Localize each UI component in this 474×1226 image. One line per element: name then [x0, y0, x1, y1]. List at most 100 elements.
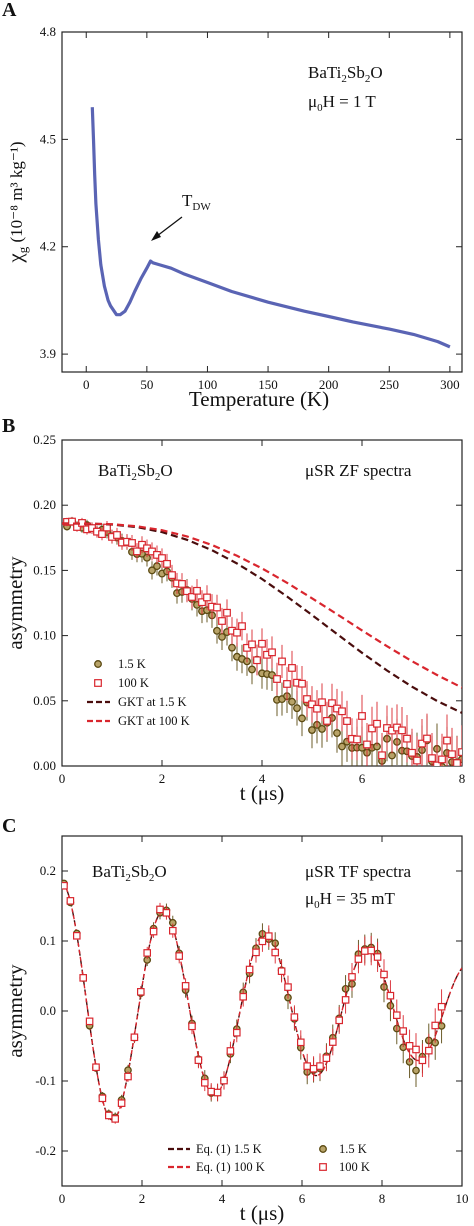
point-100K: [438, 755, 446, 764]
point-100K: [188, 593, 196, 601]
point-100K: [423, 734, 431, 743]
point-100K: [298, 679, 306, 688]
fit-gkt-100K: [62, 522, 462, 689]
legend-marker-1p5K: [94, 660, 102, 668]
x-tick-label: 2: [139, 1191, 146, 1206]
panel-a-xlabel: Temperature (K): [189, 387, 329, 411]
point-100K: [290, 1013, 299, 1021]
point-100K: [66, 897, 75, 905]
point-100K: [313, 704, 321, 713]
point-1p5K: [412, 1066, 420, 1075]
y-tick-label: 0.05: [33, 693, 56, 708]
legend-label: GKT at 1.5 K: [118, 695, 187, 709]
legend-label: 1.5 K: [339, 1142, 367, 1156]
point-100K: [245, 965, 254, 974]
point-100K: [380, 970, 388, 979]
point-100K: [124, 1072, 132, 1081]
panel-a-compound: BaTi2Sb2O: [308, 63, 383, 85]
panel-c-data: [62, 879, 462, 1124]
x-tick-label: 250: [380, 377, 400, 392]
panel-b-xlabel: t (μs): [240, 781, 285, 805]
point-100K: [169, 926, 177, 935]
x-tick-label: 200: [319, 377, 339, 392]
point-1p5K: [248, 665, 256, 674]
x-tick-label: 4: [259, 771, 266, 786]
panel-b-legend: 1.5 K 100 K GKT at 1.5 K GKT at 100 K: [87, 657, 190, 728]
point-100K: [201, 1078, 209, 1087]
point-100K: [72, 932, 81, 940]
point-100K: [85, 1017, 94, 1026]
point-100K: [405, 1041, 414, 1050]
y-tick-label: 0.20: [33, 497, 56, 512]
point-100K: [399, 1027, 408, 1035]
point-100K: [443, 736, 451, 745]
point-100K: [353, 735, 361, 744]
point-1p5K: [213, 626, 221, 635]
point-100K: [343, 717, 351, 725]
point-100K: [223, 608, 231, 617]
panel-c: C 0 2 4 6 8 10 -0.2 -0.1 0.0 0.1 0.2 asymmetry t (…: [2, 815, 469, 1225]
point-100K: [233, 1028, 241, 1037]
point-100K: [111, 1115, 120, 1123]
panel-c-letter: C: [2, 815, 16, 837]
point-100K: [220, 1076, 228, 1085]
point-100K: [341, 996, 350, 1004]
point-100K: [273, 675, 281, 683]
point-1p5K: [148, 566, 156, 575]
panel-c-spectra-label: μSR TF spectra: [305, 862, 412, 881]
point-100K: [113, 531, 121, 539]
point-100K: [226, 1047, 235, 1055]
point-100K: [354, 955, 363, 963]
panel-b-letter: B: [2, 415, 15, 437]
x-tick-label: 100: [198, 377, 218, 392]
point-100K: [373, 719, 381, 728]
point-100K: [277, 967, 286, 975]
point-100K: [248, 640, 256, 649]
point-100K: [175, 952, 184, 960]
legend-label: 1.5 K: [118, 657, 146, 671]
point-100K: [348, 973, 356, 981]
panel-b: B 0 2 4 6 8 0.00 0.05 0.10 0.15 0.20 0.25 asymmetr…: [2, 415, 465, 805]
point-100K: [378, 751, 386, 760]
point-100K: [323, 716, 331, 725]
point-1p5K: [318, 724, 326, 733]
tdw-arrow: [151, 216, 183, 241]
legend-label: GKT at 100 K: [118, 714, 190, 728]
point-100K: [413, 756, 421, 765]
panel-b-compound: BaTi2Sb2O: [98, 461, 173, 483]
point-100K: [358, 712, 366, 720]
point-100K: [403, 734, 411, 743]
point-100K: [79, 974, 88, 982]
x-tick-label: 4: [219, 1191, 226, 1206]
point-100K: [303, 695, 311, 703]
point-100K: [133, 547, 141, 556]
point-100K: [386, 991, 395, 1000]
point-100K: [194, 1056, 203, 1064]
point-100K: [288, 664, 296, 672]
point-100K: [258, 639, 266, 648]
x-tick-label: 6: [359, 771, 366, 786]
point-1p5K: [308, 726, 316, 734]
point-100K: [188, 1022, 196, 1031]
point-100K: [408, 748, 416, 757]
point-100K: [181, 982, 190, 990]
tdw-label: TDW: [182, 191, 211, 213]
point-100K: [448, 750, 456, 759]
y-tick-label: 0.2: [40, 863, 56, 878]
point-100K: [198, 598, 206, 607]
point-100K: [393, 1011, 401, 1019]
point-100K: [162, 909, 171, 917]
x-tick-label: 8: [459, 771, 466, 786]
point-1p5K: [288, 697, 296, 706]
x-tick-label: 300: [440, 377, 460, 392]
panel-c-legend: Eq. (1) 1.5 K Eq. (1) 100 K 1.5 K 100 K: [168, 1142, 370, 1174]
point-100K: [178, 580, 186, 588]
point-100K: [193, 586, 201, 595]
panel-c-xlabel: t (μs): [240, 1201, 285, 1225]
point-100K: [297, 1038, 305, 1047]
point-1p5K: [298, 714, 306, 723]
point-100K: [271, 948, 280, 957]
point-100K: [368, 724, 376, 733]
point-100K: [168, 571, 176, 579]
